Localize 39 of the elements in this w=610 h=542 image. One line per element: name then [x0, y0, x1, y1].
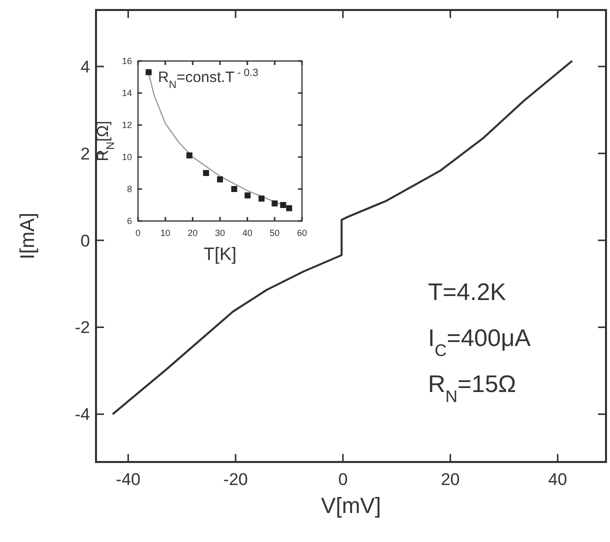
x-tick-label: 0 [338, 470, 348, 489]
y-tick-label: 14 [122, 88, 132, 98]
x-tick-label: -20 [223, 470, 248, 489]
point [244, 192, 251, 198]
point [217, 176, 223, 182]
x-tick-label: -40 [116, 470, 140, 489]
annotation: R$_{N}$=const.T $^{- 0.3}$ [158, 67, 258, 91]
x-tick-label: 50 [270, 228, 280, 238]
point [258, 196, 265, 202]
y-tick-label: 16 [122, 56, 132, 66]
annotation: T=4.2K [428, 279, 506, 306]
point [280, 202, 286, 208]
x-tick-label: 30 [214, 228, 226, 238]
y-tick-label: 2 [80, 144, 90, 164]
annotation: R$_{N}$=15Ω [428, 371, 516, 406]
point [203, 170, 210, 176]
x-tick-label: 20 [440, 470, 460, 489]
y-tick-label: 4 [80, 57, 90, 76]
x-tick-label: 40 [548, 470, 568, 489]
point [272, 200, 278, 206]
x-axis-title: T[K] [203, 244, 237, 264]
x-axis-title: V[mV] [321, 493, 381, 518]
x-tick-label: 0 [135, 228, 141, 238]
point [286, 205, 292, 212]
x-tick-label: 40 [242, 228, 252, 238]
x-tick-label: 20 [188, 228, 198, 238]
annotation: I$_{C}$=400μA [428, 325, 531, 360]
y-axis-title: I[mA] [17, 212, 39, 260]
y-tick-label: -2 [74, 318, 90, 338]
x-tick-label: 60 [296, 228, 308, 238]
x-tick-label: 10 [160, 228, 170, 238]
y-tick-label: -4 [74, 405, 90, 424]
y-tick-label: 8 [126, 184, 132, 194]
point [146, 69, 152, 76]
y-tick-label: 6 [126, 216, 132, 226]
y-tick-label: 10 [122, 152, 132, 162]
point [186, 152, 192, 158]
point [231, 186, 238, 192]
y-tick-label: 12 [122, 120, 132, 130]
